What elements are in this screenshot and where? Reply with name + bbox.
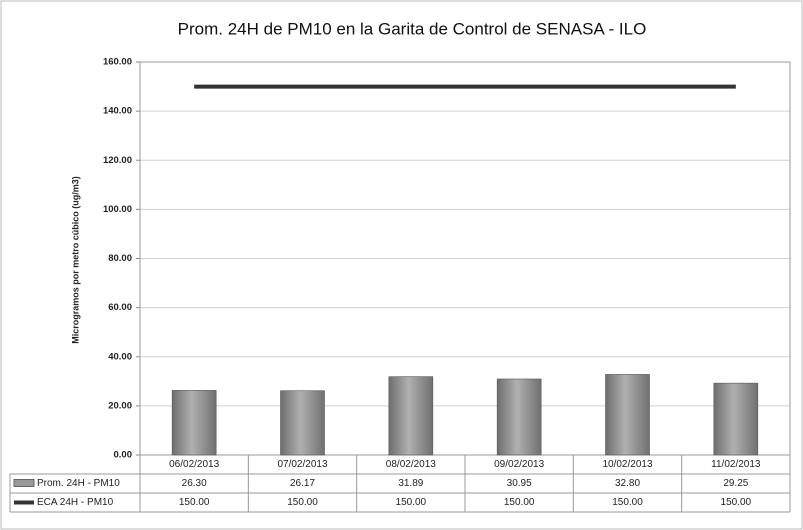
legend-label: Prom. 24H - PM10: [37, 478, 120, 489]
table-value: 30.95: [507, 478, 532, 489]
table-value: 150.00: [721, 497, 752, 508]
x-tick-label: 09/02/2013: [494, 459, 544, 470]
table-value: 26.17: [290, 478, 315, 489]
table-value: 150.00: [396, 497, 427, 508]
table-value: 150.00: [504, 497, 535, 508]
y-tick-label: 100.00: [103, 204, 132, 215]
table-value: 150.00: [612, 497, 643, 508]
chart-title: Prom. 24H de PM10 en la Garita de Contro…: [178, 19, 647, 38]
bar: [280, 390, 325, 456]
legend-swatch: [13, 479, 35, 487]
bar: [605, 374, 650, 456]
bar: [713, 382, 759, 456]
table-value: 26.30: [182, 478, 207, 489]
x-tick-label: 10/02/2013: [602, 459, 652, 470]
table-value: 150.00: [179, 497, 210, 508]
y-tick-label: 160.00: [103, 57, 132, 68]
y-tick-label: 60.00: [108, 302, 132, 313]
table-value: 29.25: [723, 478, 748, 489]
y-axis-label: Microgramos por metro cúbico (ug/m3): [70, 176, 80, 344]
bar: [388, 376, 434, 456]
y-tick-label: 20.00: [108, 400, 132, 411]
bar: [496, 378, 542, 456]
x-tick-label: 07/02/2013: [277, 459, 327, 470]
table-value: 32.80: [615, 478, 640, 489]
y-tick-label: 40.00: [108, 351, 132, 362]
y-tick-label: 80.00: [108, 253, 132, 264]
y-tick-label: 140.00: [103, 106, 132, 117]
bar: [171, 390, 217, 456]
x-tick-label: 08/02/2013: [386, 459, 436, 470]
x-tick-label: 11/02/2013: [711, 459, 761, 470]
table-value: 150.00: [287, 497, 318, 508]
y-tick-label: 120.00: [103, 155, 132, 166]
y-tick-label: 0.00: [114, 450, 133, 461]
x-tick-label: 06/02/2013: [169, 459, 219, 470]
legend-label: ECA 24H - PM10: [37, 497, 114, 508]
table-value: 31.89: [398, 478, 423, 489]
